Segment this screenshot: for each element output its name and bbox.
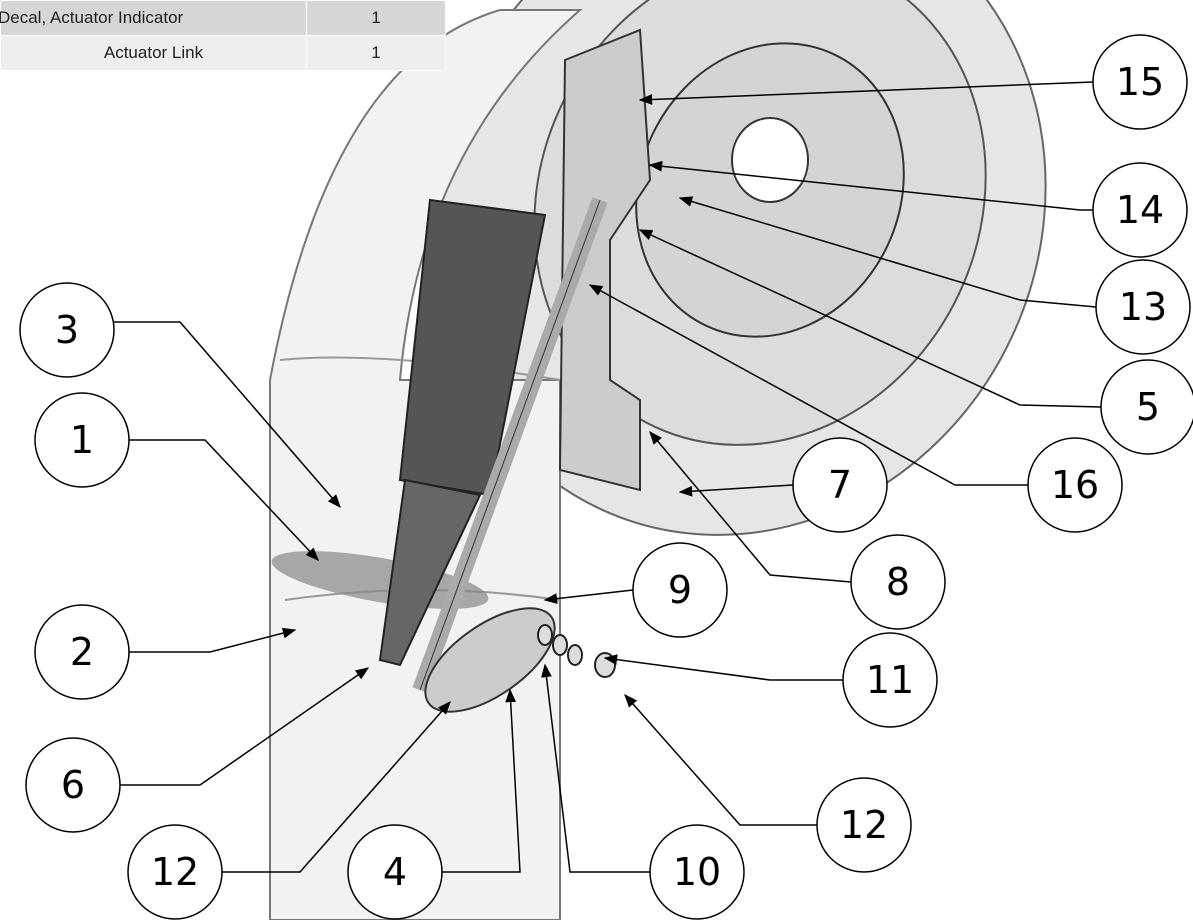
diagram: 1514135167891112104126213: [0, 0, 1193, 920]
table-cell: Decal, Actuator Indicator: [1, 1, 307, 36]
callout-label: 6: [61, 763, 85, 807]
callout-label: 7: [828, 463, 852, 507]
table-row: Actuator Link 1: [1, 36, 446, 71]
table-cell: Actuator Link: [1, 36, 307, 71]
table-cell: 1: [307, 1, 446, 36]
callout-label: 15: [1116, 60, 1164, 104]
parts-table: Decal, Actuator Indicator 1 Actuator Lin…: [0, 0, 446, 71]
callout-label: 4: [383, 850, 407, 894]
leader-line: [625, 695, 817, 825]
callout-label: 1: [70, 418, 94, 462]
table-cell: 1: [307, 36, 446, 71]
page: 1514135167891112104126213 Decal, Actuato…: [0, 0, 1193, 920]
callout-label: 12: [151, 850, 199, 894]
callout-label: 2: [70, 630, 94, 674]
callout-label: 3: [55, 308, 79, 352]
callout-label: 10: [673, 850, 721, 894]
illustration: [268, 0, 1152, 920]
callout-label: 8: [886, 560, 910, 604]
table-row: Decal, Actuator Indicator 1: [1, 1, 446, 36]
callout-label: 16: [1051, 463, 1099, 507]
callout-label: 12: [840, 803, 888, 847]
leader-line: [605, 658, 843, 680]
callout-label: 5: [1136, 385, 1160, 429]
callout-label: 11: [866, 658, 914, 702]
callout-label: 14: [1116, 188, 1164, 232]
callout-label: 9: [668, 568, 692, 612]
callout-label: 13: [1119, 285, 1167, 329]
